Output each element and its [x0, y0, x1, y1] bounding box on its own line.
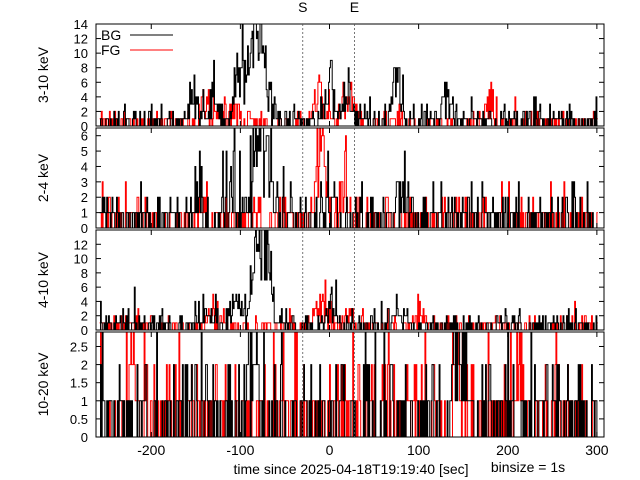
x-tick-label: -200 — [137, 442, 165, 458]
y-tick-label: 3 — [81, 175, 88, 190]
x-tick-label: 0 — [326, 442, 334, 458]
x-tick-label: 300 — [585, 442, 609, 458]
y-tick-label: 12 — [74, 32, 88, 47]
y-tick-label: 1.5 — [70, 376, 88, 391]
y-tick-label: 4 — [81, 294, 88, 309]
panel-frame — [95, 23, 605, 127]
y-tick-label: 10 — [74, 46, 88, 61]
panel-frame — [95, 331, 605, 438]
y-tick-label: 6 — [81, 75, 88, 90]
y-tick-label: 0 — [81, 430, 88, 445]
y-tick-label: 8 — [81, 266, 88, 281]
marker-label: E — [350, 0, 359, 15]
y-tick-label: 4 — [81, 159, 88, 174]
panel-y-label: 4-10 keV — [35, 251, 51, 308]
bg-curve — [99, 23, 598, 127]
legend-label: FG — [101, 42, 120, 58]
panel-y-label: 3-10 keV — [35, 46, 51, 103]
x-tick-label: 200 — [496, 442, 520, 458]
binsize-label: binsize = 1s — [491, 459, 565, 475]
x-axis-label: time since 2025-04-18T19:19:40 [sec] — [233, 461, 468, 477]
y-tick-label: 2 — [81, 104, 88, 119]
y-tick-label: 6 — [81, 280, 88, 295]
y-tick-label: 8 — [81, 61, 88, 76]
panel-4: 0 0.5 1 1.5 2 2.5 10-20 keV — [35, 331, 605, 445]
y-tick-label: 0 — [81, 323, 88, 338]
y-tick-label: 0.5 — [70, 412, 88, 427]
bg-curve — [99, 229, 598, 331]
y-tick-label: 4 — [81, 90, 88, 105]
x-tick-label: -100 — [226, 442, 254, 458]
y-tick-label: 12 — [74, 237, 88, 252]
y-tick-label: 0 — [81, 119, 88, 134]
y-tick-label: 2.5 — [70, 339, 88, 354]
y-tick-label: 2 — [81, 358, 88, 373]
marker-label: S — [298, 0, 307, 15]
panel-frame — [95, 229, 605, 331]
y-tick-label: 14 — [74, 17, 88, 32]
y-tick-label: 1 — [81, 394, 88, 409]
y-tick-label: 1 — [81, 206, 88, 221]
y-tick-label: 5 — [81, 144, 88, 159]
panel-y-label: 10-20 keV — [35, 352, 51, 416]
panel-frame — [95, 127, 605, 229]
y-tick-label: 2 — [81, 309, 88, 324]
y-tick-label: 10 — [74, 252, 88, 267]
legend-label: BG — [101, 27, 121, 43]
y-tick-label: 2 — [81, 190, 88, 205]
y-tick-label: 6 — [81, 129, 88, 144]
y-tick-label: 0 — [81, 221, 88, 236]
x-tick-label: 100 — [407, 442, 431, 458]
panel-y-label: 2-4 keV — [35, 153, 51, 202]
